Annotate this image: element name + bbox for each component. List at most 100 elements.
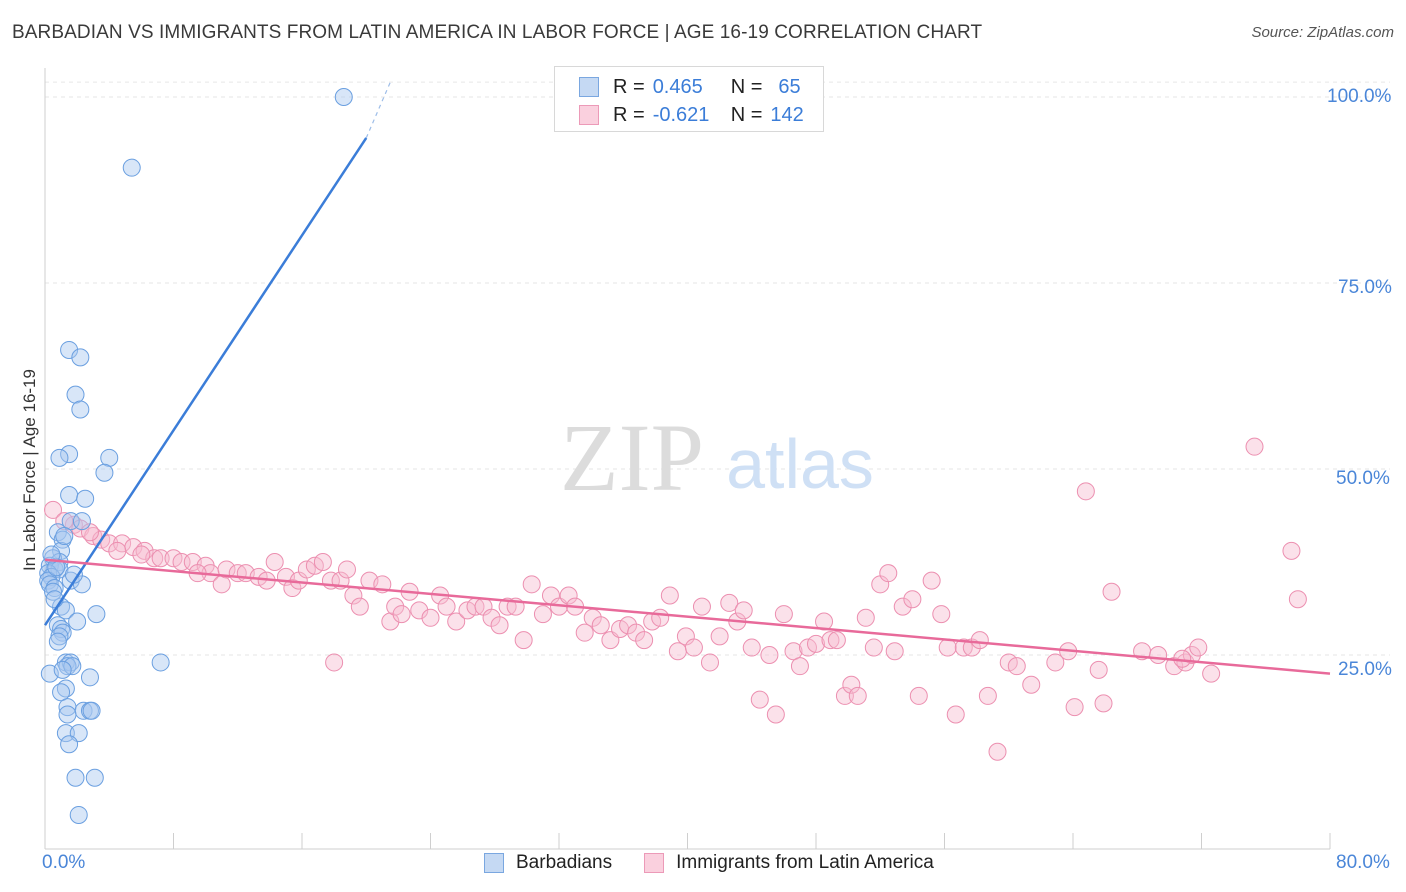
data-point [893, 597, 912, 616]
data-point [44, 582, 63, 601]
data-point [82, 701, 101, 720]
data-point [313, 553, 332, 571]
data-point [50, 448, 69, 467]
data-point [71, 348, 90, 367]
data-point [45, 590, 64, 609]
data-point [60, 340, 79, 359]
data-point [265, 553, 284, 571]
data-point [68, 612, 87, 631]
legend-swatch-pink [579, 105, 599, 125]
legend-swatch-pink [644, 853, 665, 873]
data-point [437, 597, 456, 616]
data-point [856, 608, 875, 627]
data-point [325, 653, 344, 672]
n-value: 65 [778, 75, 801, 98]
data-point [533, 605, 552, 624]
chart-source: Source: ZipAtlas.com [1251, 24, 1394, 41]
legend-item-barbadians[interactable]: Barbadians [484, 852, 612, 874]
data-point [60, 445, 79, 464]
data-point [56, 679, 75, 698]
data-point [421, 608, 440, 627]
data-point [970, 631, 989, 650]
data-point [848, 686, 867, 705]
r-value: 0.465 [652, 75, 703, 98]
data-point [69, 805, 88, 824]
legend-label: Immigrants from Latin America [676, 852, 934, 873]
data-point [334, 88, 353, 106]
y-axis-label: In Labor Force | Age 16-19 [20, 369, 39, 571]
data-point [337, 560, 356, 579]
legend-label: Barbadians [516, 852, 613, 873]
data-point [80, 668, 99, 687]
legend-item-immigrants[interactable]: Immigrants from Latin America [644, 852, 934, 874]
data-point [922, 571, 941, 590]
x-axis-min-label: 0.0% [42, 852, 86, 873]
n-value: 142 [770, 103, 804, 126]
data-point [903, 590, 922, 609]
data-point [1202, 664, 1221, 683]
data-point [61, 571, 80, 590]
data-point [938, 638, 957, 657]
data-point [350, 597, 369, 616]
data-point [1094, 694, 1113, 713]
data-point [55, 526, 74, 545]
data-point [447, 612, 466, 631]
data-point [651, 608, 670, 627]
data-point [1182, 646, 1201, 664]
data-point [132, 545, 151, 564]
data-point [1282, 541, 1301, 560]
series-barbadians [39, 88, 353, 824]
data-point [684, 638, 703, 657]
data-point [392, 605, 411, 624]
data-point [668, 642, 687, 661]
data-point [760, 646, 779, 664]
data-point [766, 705, 785, 724]
data-point [76, 489, 95, 508]
r-label: R = [613, 75, 645, 98]
data-point [212, 575, 231, 594]
data-point [283, 579, 302, 598]
data-point [988, 742, 1007, 761]
data-point [122, 158, 141, 177]
data-point [591, 616, 610, 635]
data-point [575, 623, 594, 642]
x-axis-max-label: 80.0% [1336, 852, 1390, 873]
data-point [66, 768, 85, 787]
data-point [821, 631, 840, 650]
data-point [151, 653, 170, 672]
data-point [1189, 638, 1208, 657]
data-point [95, 463, 114, 482]
n-label: N = [730, 75, 763, 98]
data-point [774, 605, 793, 624]
data-point [807, 634, 825, 653]
data-point [72, 512, 91, 531]
data-point [946, 705, 965, 724]
data-point [217, 560, 236, 579]
trend-line [43, 137, 368, 626]
r-label: R = [613, 103, 645, 126]
y-tick-25: 25.0% [1338, 659, 1392, 680]
data-point [58, 657, 77, 676]
data-point [386, 597, 405, 616]
data-point [381, 612, 400, 631]
data-point [60, 735, 79, 754]
watermark-atlas: atlas [726, 425, 874, 503]
data-point [1102, 582, 1121, 601]
y-tick-75: 75.0% [1338, 277, 1392, 298]
data-point [522, 575, 541, 594]
watermark-zip: ZIP [560, 404, 704, 511]
data-point [52, 597, 71, 616]
series-immigrants-latin-america [44, 437, 1307, 761]
data-point [864, 638, 883, 657]
data-point [100, 448, 119, 467]
data-point [1076, 482, 1095, 501]
data-point [1046, 653, 1065, 672]
data-point [710, 627, 729, 646]
trend-line-extension [365, 81, 391, 139]
data-point [63, 657, 82, 676]
data-point [1089, 660, 1108, 679]
data-point [514, 631, 533, 650]
legend-row-barbadians: R = 0.465 N = 65 [579, 73, 801, 101]
data-point [1022, 675, 1041, 694]
